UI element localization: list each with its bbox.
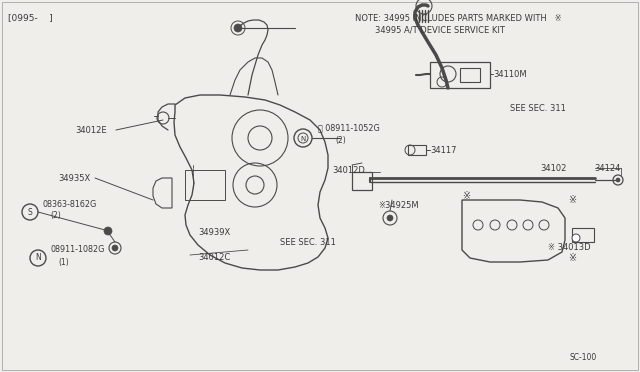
Text: (2): (2) [335,135,346,144]
Text: 34117: 34117 [430,145,456,154]
Bar [460,68,480,82]
Text: NOTE: 34995 INCLUDES PARTS MARKED WITH   ※: NOTE: 34995 INCLUDES PARTS MARKED WITH ※ [355,13,562,22]
Text: SEE SEC. 311: SEE SEC. 311 [510,103,566,112]
Text: 34102: 34102 [540,164,566,173]
Text: ※: ※ [462,191,470,201]
Text: [0995-    ]: [0995- ] [8,13,52,22]
Text: 34012E: 34012E [75,125,107,135]
Text: 34012D: 34012D [332,166,365,174]
Text: SC-100: SC-100 [570,353,597,362]
Circle shape [104,227,112,235]
Text: ※: ※ [568,195,576,205]
Text: 34995 A/T DEVICE SERVICE KIT: 34995 A/T DEVICE SERVICE KIT [375,26,505,35]
Circle shape [112,245,118,251]
Text: 34935X: 34935X [58,173,90,183]
Text: ※ 34013D: ※ 34013D [548,244,591,253]
Text: 34939X: 34939X [198,228,230,237]
Circle shape [616,178,620,182]
Text: 08363-8162G: 08363-8162G [42,199,96,208]
Bar [185,170,225,200]
Text: (1): (1) [58,257,68,266]
Text: S: S [28,208,33,217]
Text: N: N [35,253,41,263]
Circle shape [234,24,242,32]
Text: (2): (2) [50,211,61,219]
Text: ※34925M: ※34925M [378,201,419,209]
Bar [352,172,372,190]
Circle shape [572,234,580,242]
Text: Ⓝ 08911-1052G: Ⓝ 08911-1052G [318,124,380,132]
Text: 34110M: 34110M [493,70,527,78]
Text: SEE SEC. 311: SEE SEC. 311 [280,237,336,247]
Text: 34012C: 34012C [198,253,230,263]
Circle shape [387,215,393,221]
Text: 34124: 34124 [594,164,620,173]
Text: N: N [300,136,306,142]
Bar [572,228,594,242]
Bar [408,145,426,155]
Text: 08911-1082G: 08911-1082G [50,246,104,254]
Text: ※: ※ [568,253,576,263]
